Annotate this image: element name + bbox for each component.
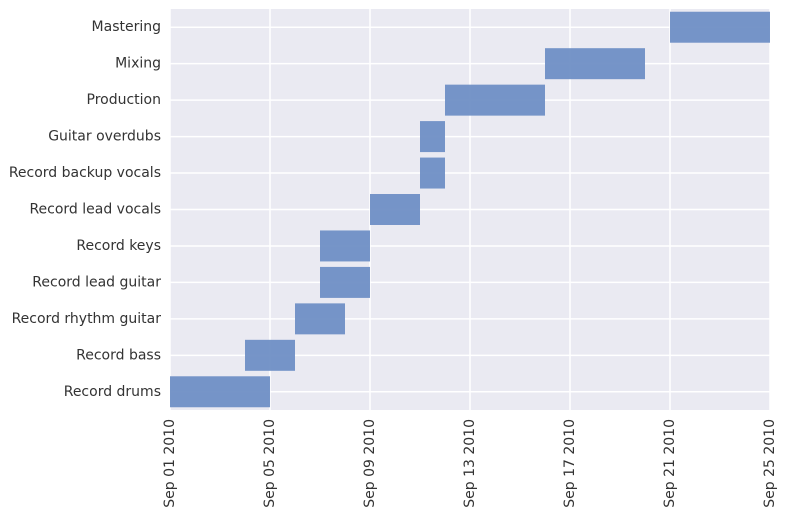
task-bar: [170, 376, 270, 408]
y-tick-label: Record keys: [76, 238, 161, 254]
y-tick-label: Record lead guitar: [32, 274, 161, 290]
y-tick-label: Record drums: [64, 384, 161, 400]
y-tick-label: Record rhythm guitar: [12, 311, 162, 327]
task-bars: [170, 11, 770, 408]
task-bar: [545, 48, 645, 80]
x-tick-label: Sep 13 2010: [462, 419, 478, 508]
y-tick-label: Record lead vocals: [29, 202, 161, 218]
y-tick-label: Mixing: [115, 56, 161, 72]
x-tick-label: Sep 17 2010: [562, 419, 578, 508]
x-tick-label: Sep 09 2010: [362, 419, 378, 508]
x-tick-label: Sep 21 2010: [662, 419, 678, 508]
x-axis-labels: Sep 01 2010 Sep 05 2010 Sep 09 2010 Sep 13 …: [162, 419, 778, 508]
task-bar: [420, 157, 445, 189]
y-axis-labels: Record drums Record bass Record rhythm gui…: [9, 19, 161, 400]
y-tick-label: Record bass: [76, 347, 161, 363]
x-tick-label: Sep 25 2010: [762, 419, 778, 508]
task-bar: [320, 230, 370, 262]
task-bar: [670, 11, 770, 43]
y-tick-label: Mastering: [92, 19, 161, 35]
y-tick-label: Production: [87, 92, 161, 108]
task-bar: [420, 121, 445, 153]
task-bar: [245, 339, 295, 371]
task-bar: [320, 266, 370, 298]
x-tick-label: Sep 05 2010: [262, 419, 278, 508]
y-tick-label: Guitar overdubs: [48, 129, 161, 145]
y-tick-label: Record backup vocals: [9, 165, 161, 181]
task-bar: [370, 194, 420, 225]
x-tick-label: Sep 01 2010: [162, 419, 178, 508]
task-bar: [295, 303, 345, 335]
task-bar: [445, 84, 545, 116]
